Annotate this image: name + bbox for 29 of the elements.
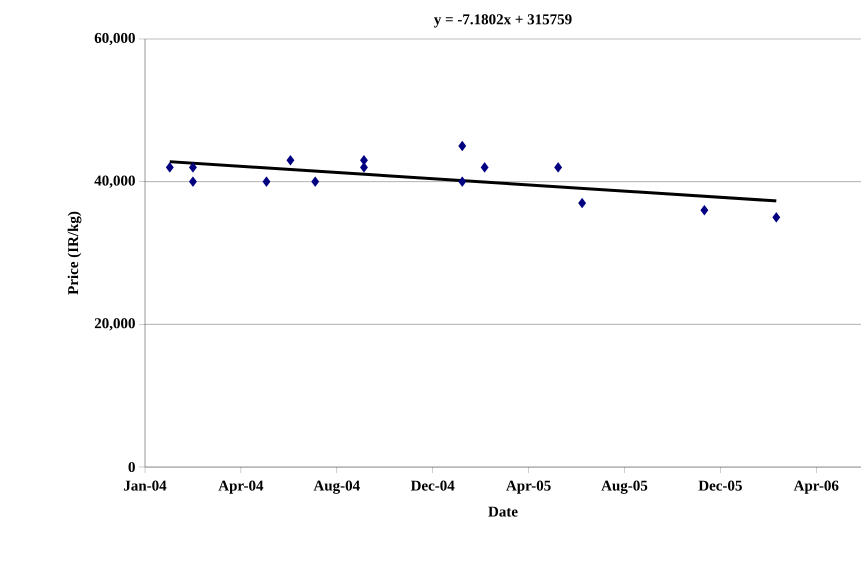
point xyxy=(262,176,270,187)
point xyxy=(458,176,466,187)
point xyxy=(458,140,466,152)
y-tick-label: 20,000 xyxy=(94,318,135,330)
point xyxy=(286,155,294,166)
y-tick-label: 40,000 xyxy=(94,176,135,188)
x-axis-title: Date xyxy=(488,506,518,517)
y-axis-title: Price (IR/kg) xyxy=(68,212,82,295)
x-tick-label: Apr-04 xyxy=(218,480,264,494)
x-tick-label: Dec-05 xyxy=(698,480,742,491)
x-tick-label: Aug-04 xyxy=(314,480,360,494)
x-tick-label: Apr-06 xyxy=(794,480,838,494)
point xyxy=(772,212,780,223)
point xyxy=(166,162,174,173)
point xyxy=(311,176,320,187)
point xyxy=(360,162,368,173)
point xyxy=(700,204,708,216)
point xyxy=(554,162,562,173)
x-tick-label: Jan-04 xyxy=(124,480,166,491)
point xyxy=(189,176,197,187)
point xyxy=(578,198,586,208)
chart-title: y = -7.1802x + 315759 xyxy=(434,14,572,28)
point xyxy=(189,162,197,173)
point xyxy=(480,162,489,173)
x-tick-label: Dec-04 xyxy=(410,480,454,491)
y-tick-label: 60,000 xyxy=(94,32,135,46)
y-tick-label: 0 xyxy=(128,462,135,472)
x-tick-label: Aug-05 xyxy=(601,480,648,494)
x-tick-label: Apr-05 xyxy=(506,480,551,494)
